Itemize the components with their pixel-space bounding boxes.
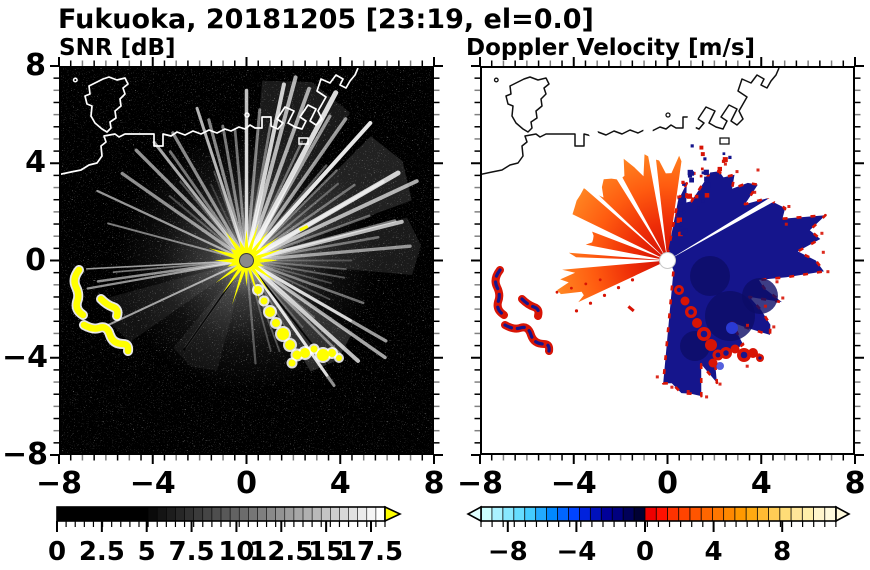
doppler-colorbar — [466, 505, 851, 532]
snr-colorbar-tick-label: 15 — [308, 537, 345, 567]
doppler-radar-panel — [471, 57, 864, 464]
doppler-clutter-echoes — [491, 266, 764, 368]
y-tick-label: −8 — [2, 436, 49, 472]
snr-x-tick-label: 4 — [329, 466, 351, 501]
snr-x-tick-label: −8 — [35, 466, 83, 501]
snr-colorbar-tick-label: 0 — [47, 537, 67, 567]
snr-yellow-clutter — [69, 265, 344, 369]
snr-panel-title: SNR [dB] — [59, 35, 176, 61]
y-tick-label: 8 — [25, 47, 46, 83]
doppler-radar-site-dot — [659, 252, 676, 269]
snr-frame — [59, 66, 434, 455]
doppler-colorbar-tick-label: 0 — [635, 537, 655, 567]
doppler-x-tick-label: 4 — [750, 466, 772, 501]
snr-echo-layer — [61, 68, 432, 453]
doppler-colorbar-tick-label: −4 — [556, 537, 597, 567]
y-tick-label: 4 — [25, 145, 46, 181]
snr-colorbar-tick-label: 5 — [137, 537, 156, 567]
doppler-frame — [480, 66, 855, 455]
doppler-colorbar-tick-label: 8 — [773, 537, 792, 567]
doppler-x-tick-label: −4 — [550, 466, 597, 501]
doppler-x-tick-label: 0 — [657, 466, 678, 501]
snr-colorbar-tick-label: 17.5 — [338, 537, 404, 567]
snr-colorbar-tick-label: 2.5 — [78, 537, 125, 567]
snr-x-tick-label: −4 — [129, 466, 176, 501]
snr-x-tick-label: 8 — [423, 466, 445, 501]
doppler-x-tick-label: 8 — [844, 466, 866, 501]
y-tick-label: −4 — [2, 339, 49, 375]
figure-title: Fukuoka, 20181205 [23:19, el=0.0] — [58, 4, 594, 35]
snr-radar-site-dot — [239, 253, 254, 268]
y-tick-label: 0 — [25, 242, 46, 278]
doppler-colorbar-tick-label: 4 — [704, 537, 723, 567]
snr-x-tick-label: 0 — [236, 466, 257, 501]
snr-colorbar-tick-label: 7.5 — [168, 537, 215, 567]
doppler-panel-title: Doppler Velocity [m/s] — [466, 35, 756, 61]
snr-radar-panel — [50, 57, 443, 464]
snr-colorbar-tick-label: 12.5 — [249, 537, 314, 567]
snr-radial-beams — [85, 75, 419, 387]
snr-axis-ticks — [50, 57, 443, 464]
doppler-colorbar-tick-label: −8 — [487, 537, 528, 567]
snr-colorbar — [56, 505, 402, 532]
doppler-x-tick-label: −8 — [456, 466, 504, 501]
doppler-echo-layer — [482, 68, 830, 399]
snr-colorbar-tick-label: 10 — [218, 537, 255, 567]
doppler-axis-ticks — [471, 57, 864, 464]
